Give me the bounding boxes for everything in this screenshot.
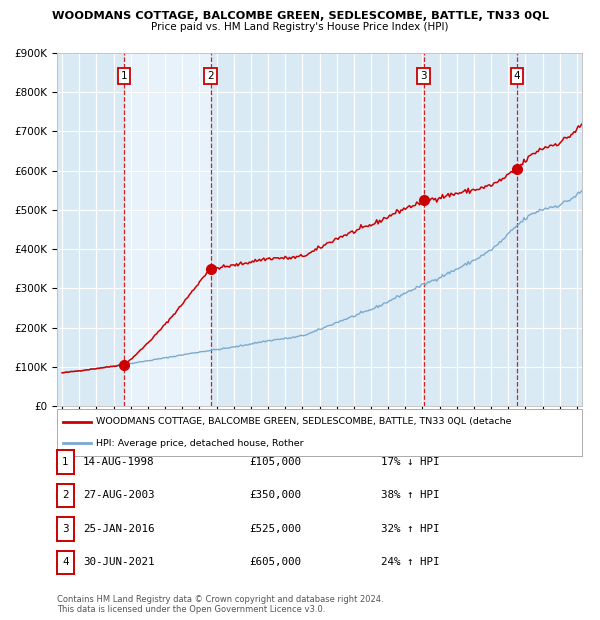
- Text: Contains HM Land Registry data © Crown copyright and database right 2024.: Contains HM Land Registry data © Crown c…: [57, 595, 383, 604]
- Text: 24% ↑ HPI: 24% ↑ HPI: [381, 557, 439, 567]
- Text: 32% ↑ HPI: 32% ↑ HPI: [381, 524, 439, 534]
- Text: WOODMANS COTTAGE, BALCOMBE GREEN, SEDLESCOMBE, BATTLE, TN33 0QL (detache: WOODMANS COTTAGE, BALCOMBE GREEN, SEDLES…: [97, 417, 512, 427]
- Text: Price paid vs. HM Land Registry's House Price Index (HPI): Price paid vs. HM Land Registry's House …: [151, 22, 449, 32]
- Text: HPI: Average price, detached house, Rother: HPI: Average price, detached house, Roth…: [97, 438, 304, 448]
- Text: 2: 2: [62, 490, 69, 500]
- Text: 1: 1: [121, 71, 128, 81]
- Bar: [124, 53, 211, 406]
- Text: £350,000: £350,000: [249, 490, 301, 500]
- Text: 17% ↓ HPI: 17% ↓ HPI: [381, 457, 439, 467]
- Text: 1: 1: [62, 457, 69, 467]
- Text: This data is licensed under the Open Government Licence v3.0.: This data is licensed under the Open Gov…: [57, 604, 325, 614]
- Text: £605,000: £605,000: [249, 557, 301, 567]
- Text: 38% ↑ HPI: 38% ↑ HPI: [381, 490, 439, 500]
- Text: WOODMANS COTTAGE, BALCOMBE GREEN, SEDLESCOMBE, BATTLE, TN33 0QL: WOODMANS COTTAGE, BALCOMBE GREEN, SEDLES…: [52, 11, 548, 21]
- Text: 30-JUN-2021: 30-JUN-2021: [83, 557, 154, 567]
- Text: 3: 3: [62, 524, 69, 534]
- Text: 14-AUG-1998: 14-AUG-1998: [83, 457, 154, 467]
- Text: 2: 2: [207, 71, 214, 81]
- Text: 4: 4: [514, 71, 520, 81]
- Text: 25-JAN-2016: 25-JAN-2016: [83, 524, 154, 534]
- Text: £525,000: £525,000: [249, 524, 301, 534]
- Text: 27-AUG-2003: 27-AUG-2003: [83, 490, 154, 500]
- Text: 3: 3: [421, 71, 427, 81]
- Text: £105,000: £105,000: [249, 457, 301, 467]
- Text: 4: 4: [62, 557, 69, 567]
